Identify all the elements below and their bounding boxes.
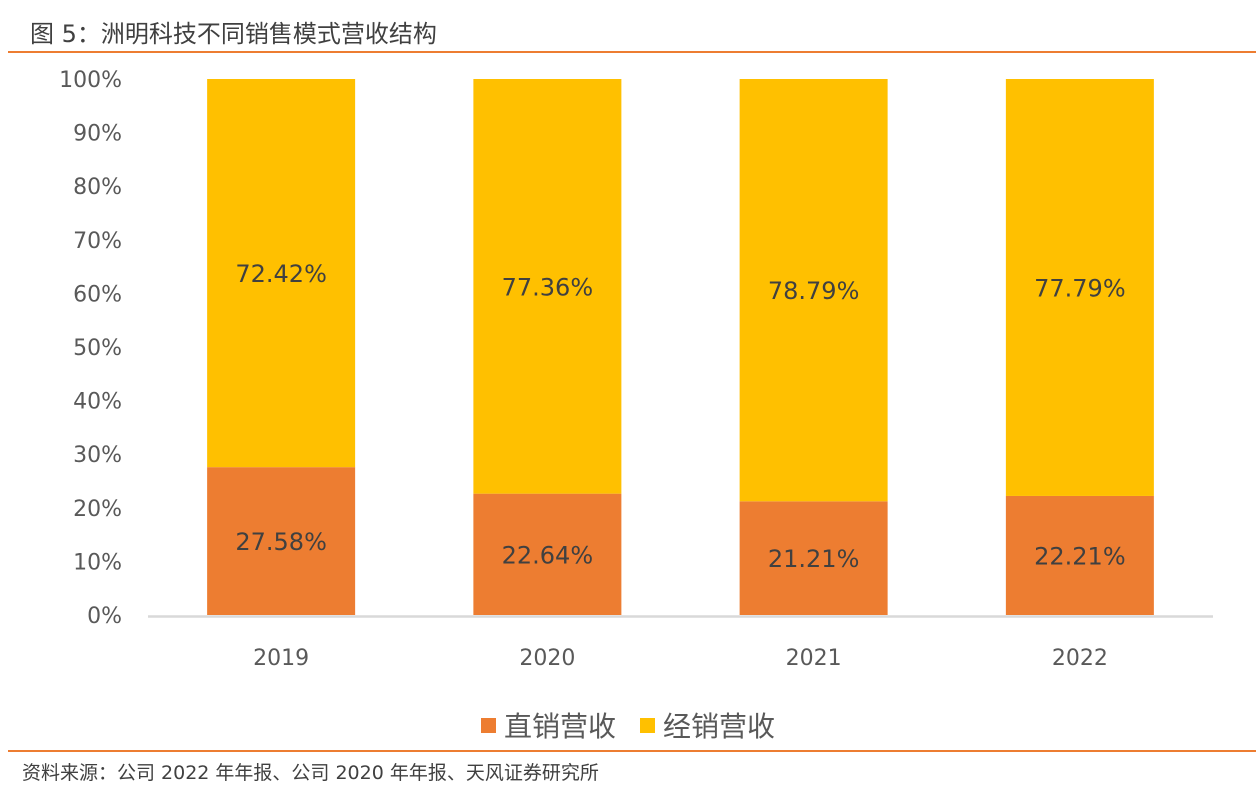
legend-swatch-distribution-sales — [640, 717, 655, 733]
legend: 直销营收 经销营收 — [0, 705, 1256, 745]
bars — [207, 79, 1154, 615]
data-label-distribution-sales-2020: 77.36% — [502, 273, 594, 301]
legend-item-distribution-sales: 经销营收 — [640, 705, 775, 745]
data-labels: 27.58% 72.42% 22.64% 77.36% 21.21% 78.79% 22.2… — [235, 260, 1125, 573]
y-tick-label: 80% — [73, 175, 122, 200]
data-label-distribution-sales-2022: 77.79% — [1034, 274, 1126, 302]
figure-title: 图 5：洲明科技不同销售模式营收结构 — [30, 20, 437, 48]
bar-direct-sales-2021 — [739, 501, 888, 615]
legend-label-distribution-sales: 经销营收 — [663, 710, 776, 743]
y-tick-label: 0% — [87, 604, 122, 629]
stacked-bar-chart: 0% 10% 20% 30% 40% 50% 60% 70% 80% 90% 100% 27.58%… — [59, 68, 1213, 671]
bar-distribution-sales-2021 — [739, 79, 888, 502]
bar-distribution-sales-2022 — [1005, 79, 1154, 496]
source-divider — [8, 750, 1256, 752]
y-tick-label: 70% — [73, 229, 122, 254]
bar-distribution-sales-2019 — [207, 79, 356, 468]
x-tick-label: 2020 — [519, 646, 575, 671]
y-tick-label: 50% — [73, 336, 122, 361]
title-divider — [8, 51, 1256, 53]
data-label-direct-sales-2022: 22.21% — [1034, 542, 1126, 570]
data-label-direct-sales-2020: 22.64% — [502, 541, 594, 569]
legend-swatch-direct-sales — [480, 717, 496, 733]
y-tick-label: 30% — [73, 443, 122, 468]
x-tick-label: 2021 — [786, 646, 842, 671]
y-tick-label: 20% — [73, 497, 122, 522]
y-tick-label: 40% — [73, 390, 122, 415]
data-label-direct-sales-2021: 21.21% — [768, 545, 860, 573]
data-label-distribution-sales-2019: 72.42% — [235, 260, 327, 288]
y-tick-label: 60% — [73, 282, 122, 307]
legend-label-direct-sales: 直销营收 — [503, 710, 616, 743]
source-note: 资料来源：公司 2022 年年报、公司 2020 年年报、天风证券研究所 — [22, 762, 599, 784]
y-tick-label: 10% — [73, 550, 122, 575]
bar-direct-sales-2020 — [473, 493, 622, 615]
x-tick-label: 2022 — [1052, 646, 1108, 671]
bar-distribution-sales-2020 — [473, 79, 622, 494]
x-tick-label: 2019 — [253, 646, 309, 671]
bar-direct-sales-2022 — [1005, 495, 1154, 615]
y-axis-tick-labels: 0% 10% 20% 30% 40% 50% 60% 70% 80% 90% 100% — [59, 68, 122, 629]
data-label-direct-sales-2019: 27.58% — [235, 528, 327, 556]
x-axis-tick-labels: 2019 2020 2021 2022 — [253, 646, 1108, 671]
bar-direct-sales-2019 — [207, 467, 356, 615]
legend-item-direct-sales: 直销营收 — [480, 705, 616, 745]
data-label-distribution-sales-2021: 78.79% — [768, 277, 860, 305]
y-tick-label: 100% — [59, 68, 122, 93]
y-tick-label: 90% — [73, 122, 122, 147]
